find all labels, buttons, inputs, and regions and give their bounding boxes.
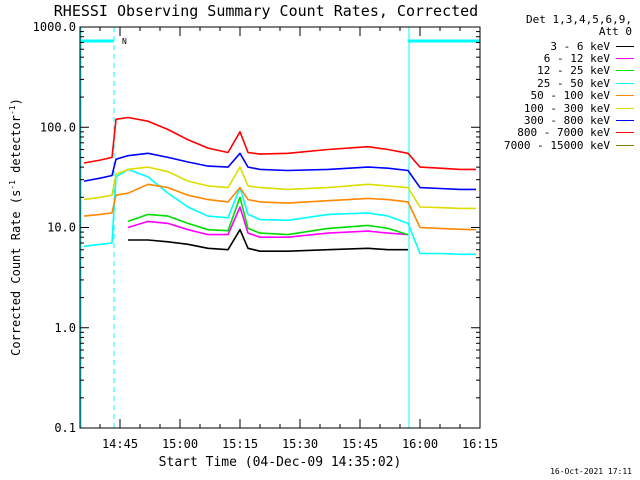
ylabel-main: Corrected Count Rate (s [9, 190, 23, 356]
x-tick-label: 15:45 [342, 437, 378, 451]
series-line [127, 196, 409, 236]
ylabel-mid: detector [9, 115, 23, 180]
legend-swatch [616, 82, 634, 84]
legend-label: 7000 - 15000 keV [504, 138, 610, 152]
x-tick-label: 14:45 [102, 437, 138, 451]
x-axis: 14:45 15:00 15:15 15:30 15:45 16:00 16:15 [79, 27, 498, 451]
legend-entry: 300 - 800 keV [466, 114, 634, 128]
y-tick-label: 0.1 [54, 421, 76, 435]
y-tick-label: 1.0 [54, 321, 76, 335]
y-tick-label: 100.0 [40, 120, 76, 134]
legend-label: 25 - 50 keV [537, 76, 610, 90]
legend-header: Det 1,3,4,5,6,9, Att 0 [482, 14, 632, 38]
legend-entry: 50 - 100 keV [466, 89, 634, 103]
legend-label: 6 - 12 keV [543, 52, 610, 66]
y-axis: 0.1 1.0 10.0 100.0 1000.0 [33, 20, 480, 435]
x-axis-label: Start Time (04-Dec-09 14:35:02) [159, 455, 402, 470]
x-tick-label: 15:30 [282, 437, 318, 451]
legend-swatch [616, 144, 634, 146]
y-tick-label: 10.0 [47, 221, 76, 235]
footer-date: 16-Oct-2021 17:11 [550, 467, 632, 476]
legend-label: 100 - 300 keV [523, 101, 610, 115]
series-line [83, 168, 476, 256]
legend-label: 3 - 6 keV [550, 39, 610, 53]
legend-swatch [616, 45, 634, 47]
x-tick-label: 15:15 [222, 437, 258, 451]
ylabel-end: ) [9, 98, 23, 105]
legend-swatch [616, 107, 634, 109]
legend-swatch [616, 120, 634, 122]
legend: 3 - 6 keV 6 - 12 keV 12 - 25 keV 25 - 50 ke… [466, 40, 634, 152]
legend-entry: 7000 - 15000 keV [466, 138, 634, 152]
legend-entry: 3 - 6 keV [466, 39, 634, 53]
attenuator-marker: N [122, 37, 127, 46]
legend-entry: 100 - 300 keV [466, 101, 634, 115]
series-line [127, 206, 409, 238]
y-axis-label: Corrected Count Rate (s-1 detector-1) [8, 98, 23, 356]
x-tick-label: 16:00 [402, 437, 438, 451]
legend-swatch [616, 95, 634, 97]
legend-swatch [616, 70, 634, 72]
legend-label: 800 - 7000 keV [517, 126, 610, 140]
legend-entry: 6 - 12 keV [466, 52, 634, 66]
legend-entry: 800 - 7000 keV [466, 126, 634, 140]
legend-entry: 25 - 50 keV [466, 76, 634, 90]
legend-swatch [616, 132, 634, 134]
legend-label: 12 - 25 keV [537, 64, 610, 78]
legend-label: 300 - 800 keV [523, 114, 610, 128]
series-line [83, 183, 477, 231]
series-line [83, 152, 476, 191]
series-line [128, 228, 408, 252]
x-tick-label: 15:00 [162, 437, 198, 451]
legend-header-line-2: Att 0 [598, 25, 632, 38]
chart-title: RHESSI Observing Summary Count Rates, Co… [54, 2, 478, 20]
legend-entry: 12 - 25 keV [466, 64, 634, 78]
legend-label: 50 - 100 keV [530, 89, 610, 103]
legend-swatch [616, 58, 634, 60]
ylabel-sup2: -1 [8, 105, 17, 115]
ylabel-sup1: -1 [8, 180, 17, 190]
series-group [83, 116, 477, 256]
series-line [83, 166, 476, 210]
x-tick-label: 16:15 [462, 437, 498, 451]
series-line [83, 116, 476, 171]
legend-header-line-1: Det 1,3,4,5,6,9, [526, 13, 632, 26]
y-tick-label: 1000.0 [33, 20, 76, 34]
